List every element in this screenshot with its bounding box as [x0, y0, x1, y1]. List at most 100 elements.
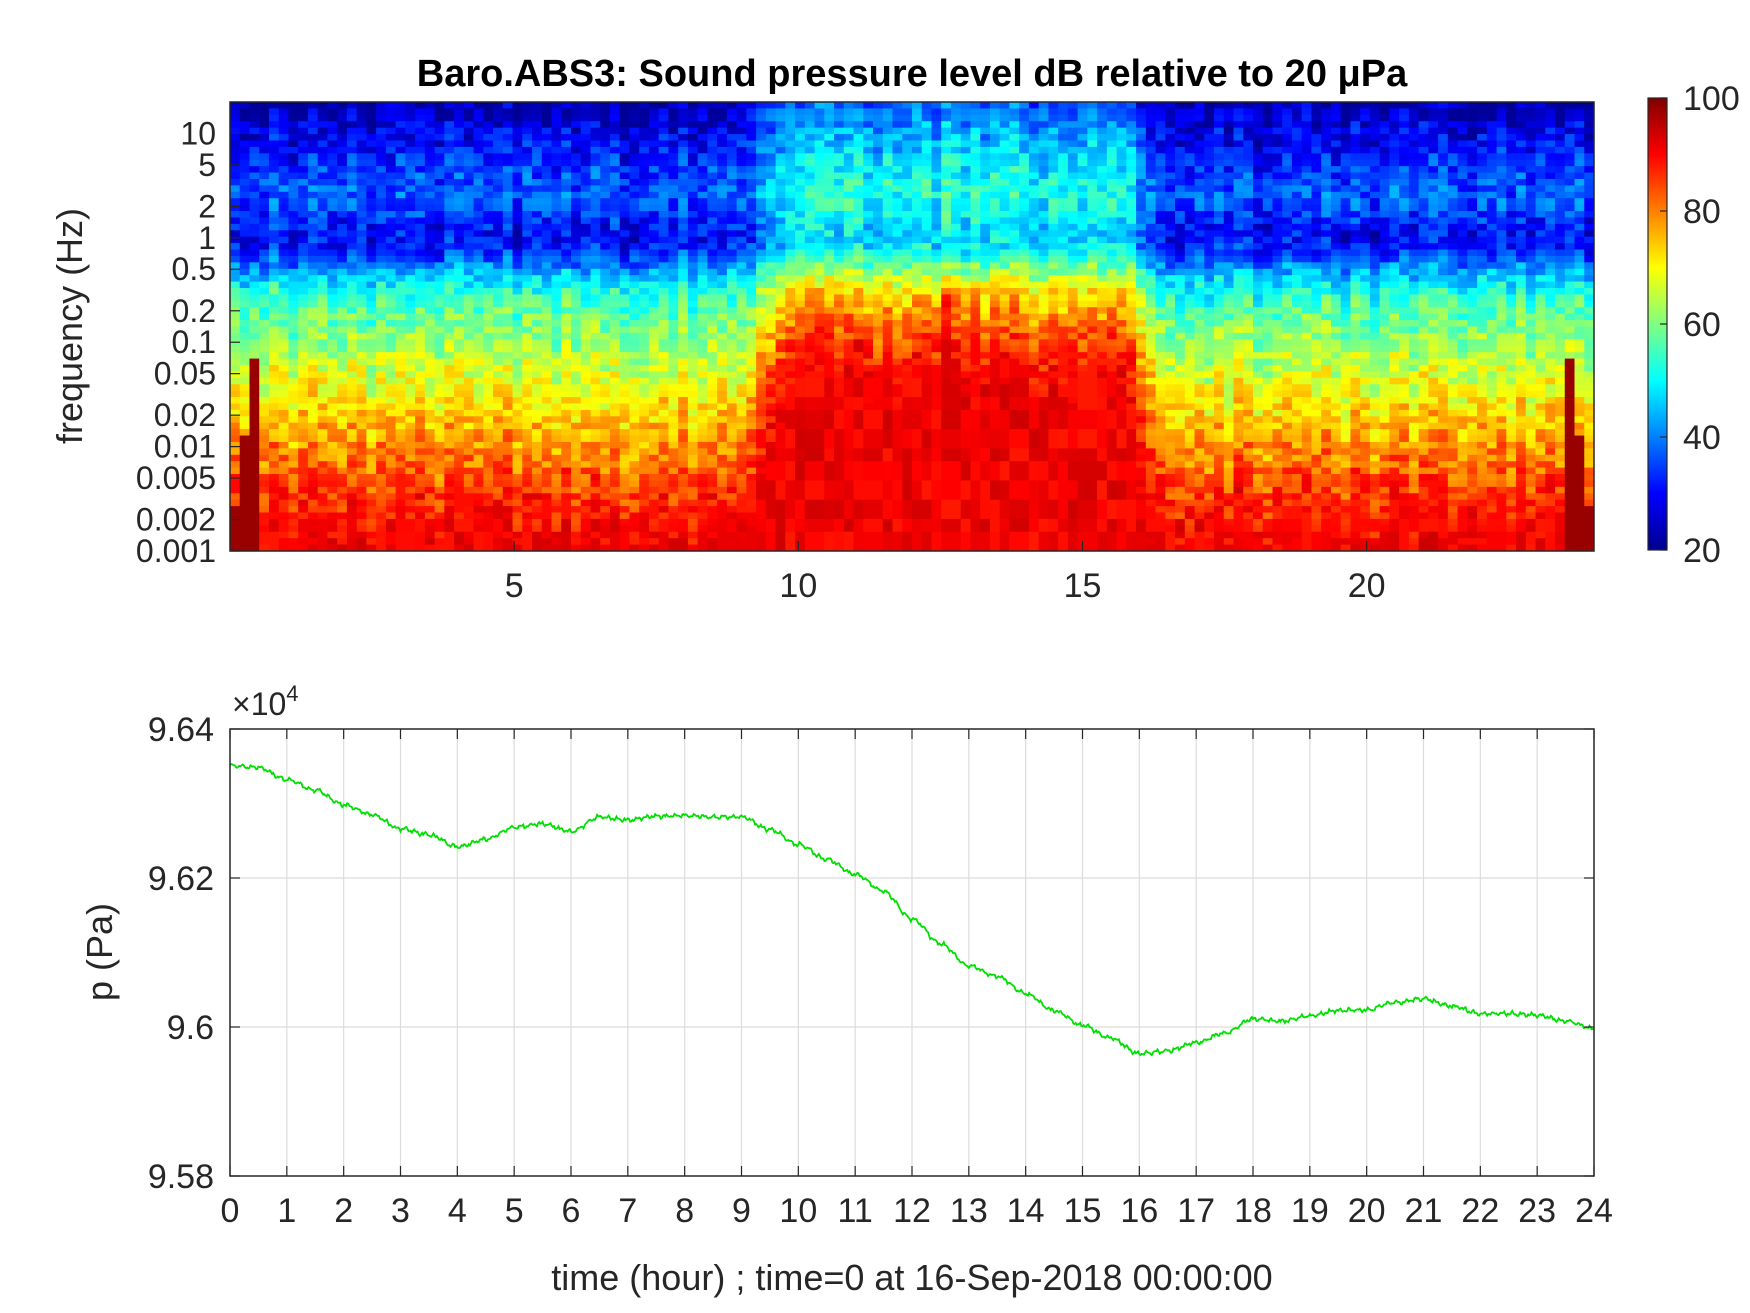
spectrogram-cell — [385, 461, 397, 469]
spectrogram-cell — [395, 397, 406, 405]
spectrogram-cell — [668, 300, 679, 308]
spectrogram-cell — [424, 403, 436, 411]
spectrogram-cell — [902, 146, 913, 154]
spectrogram-cell — [239, 345, 251, 353]
spectrogram-cell — [824, 390, 835, 398]
spectrogram-cell — [385, 230, 397, 238]
spectrogram-cell — [639, 390, 650, 398]
spectrogram-cell — [736, 339, 747, 347]
spectrogram-cell — [298, 461, 309, 469]
spectrogram-cell — [912, 300, 923, 308]
spectrogram-cell — [892, 358, 903, 366]
spectrogram-cell — [415, 262, 426, 270]
spectrogram-cell — [541, 191, 553, 199]
spectrogram-cell — [483, 403, 494, 411]
spectrogram-cell — [892, 313, 903, 321]
spectrogram-cell — [434, 204, 445, 212]
spectrogram-cell — [639, 153, 650, 161]
spectrogram-cell — [278, 506, 290, 514]
spectrogram-cell — [434, 146, 445, 154]
spectrogram-cell — [668, 191, 679, 199]
spectrogram-cell — [278, 275, 290, 283]
spectrogram-cell — [609, 243, 621, 251]
spectrogram-cell — [804, 204, 816, 212]
spectrogram-cell — [249, 441, 260, 449]
spectrogram-cell — [629, 371, 640, 379]
spectrogram-cell — [892, 121, 903, 129]
spectrogram-cell — [395, 377, 406, 385]
spectrogram-cell — [512, 486, 523, 494]
spectrogram-cell — [532, 217, 543, 225]
spectrogram-cell — [317, 371, 329, 379]
spectrogram-cell — [687, 454, 699, 462]
spectrogram-cell — [463, 352, 475, 360]
spectrogram-cell — [863, 403, 874, 411]
spectrogram-cell — [298, 352, 309, 360]
spectrogram-cell — [541, 339, 553, 347]
spectrogram-cell — [590, 166, 601, 174]
spectrogram-cell — [463, 345, 475, 353]
spectrogram-cell — [668, 243, 679, 251]
spectrogram-cell — [561, 166, 572, 174]
spectrogram-cell — [639, 435, 650, 443]
spectrogram-cell — [434, 345, 445, 353]
spectrogram-cell — [317, 243, 329, 251]
spectrogram-cell — [609, 230, 621, 238]
spectrogram-cell — [736, 300, 747, 308]
spectrogram-cell — [337, 114, 348, 122]
spectrogram-cell — [278, 538, 290, 546]
spectrogram-cell — [853, 178, 864, 186]
spectrogram-cell — [912, 313, 923, 321]
spectrogram-cell — [648, 204, 660, 212]
spectrogram-cell — [580, 134, 592, 142]
spectrogram-cell — [317, 146, 329, 154]
spectrogram-cell — [288, 345, 299, 353]
spectrogram-cell — [561, 441, 572, 449]
spectrogram-cell — [882, 518, 894, 526]
spectrogram-cell — [454, 127, 465, 135]
spectrogram-cell — [541, 531, 553, 539]
spectrogram-cell — [512, 146, 523, 154]
spectrogram-cell — [590, 448, 601, 456]
spectrogram-cell — [892, 403, 903, 411]
spectrogram-cell — [473, 178, 484, 186]
spectrogram-cell — [795, 538, 806, 546]
spectrogram-cell — [629, 153, 640, 161]
spectrogram-cell — [512, 102, 523, 110]
spectrogram-cell — [697, 493, 708, 501]
spectrogram-cell — [590, 236, 601, 244]
spectrogram-cell — [239, 332, 251, 340]
spectrogram-cell — [454, 217, 465, 225]
spectrogram-cell — [648, 243, 660, 251]
spectrogram-cell — [337, 332, 348, 340]
spectrogram-cell — [571, 441, 582, 449]
spectrogram-cell — [239, 262, 251, 270]
spectrogram-cell — [658, 512, 670, 520]
spectrogram-cell — [580, 416, 592, 424]
spectrogram-cell — [561, 255, 572, 263]
spectrogram-cell — [629, 416, 640, 424]
spectrogram-cell — [541, 544, 553, 551]
spectrogram-cell — [785, 230, 796, 238]
spectrogram-cell — [463, 191, 475, 199]
spectrogram-cell — [463, 364, 475, 372]
spectrogram-cell — [834, 313, 845, 321]
spectrogram-cell — [824, 544, 835, 551]
spectrogram-cell — [795, 178, 806, 186]
spectrogram-cell — [483, 377, 494, 385]
spectrogram-cell — [268, 294, 280, 302]
spectrogram-cell — [444, 506, 455, 514]
spectrogram-cell — [648, 102, 660, 110]
spectrogram-cell — [580, 377, 592, 385]
spectrogram-cell — [600, 506, 611, 514]
spectrogram-cell — [493, 275, 504, 283]
spectrogram-cell — [843, 108, 855, 116]
spectrogram-cell — [356, 384, 367, 392]
spectrogram-cell — [853, 255, 864, 263]
spectrogram-cell — [239, 474, 251, 482]
spectrogram-cell — [736, 384, 747, 392]
spectrogram-cell — [493, 313, 504, 321]
spectrogram-cell — [522, 480, 533, 488]
spectrogram-cell — [327, 127, 338, 135]
spectrogram-cell — [366, 480, 377, 488]
